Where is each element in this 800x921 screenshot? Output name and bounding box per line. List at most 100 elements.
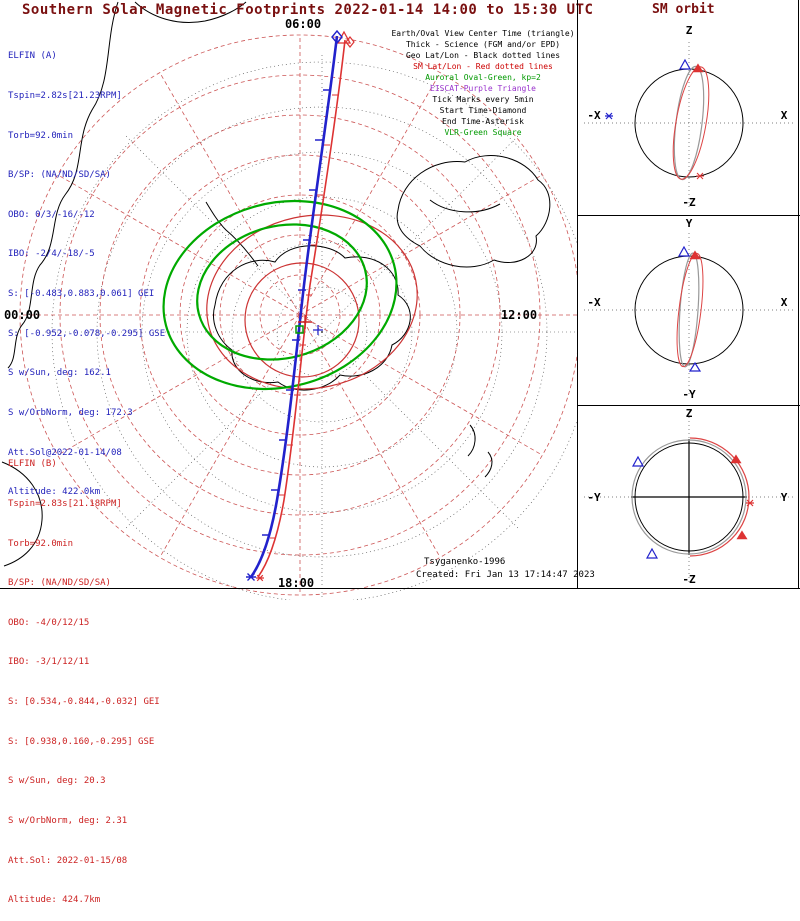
- legend-line: Tick Marks every 5min: [432, 95, 534, 104]
- created-label: Created: Fri Jan 13 17:14:47 2023: [416, 570, 595, 580]
- elfin-b-info-line: S w/Sun, deg: 20.3: [8, 776, 106, 787]
- blue-triangle-icon: [645, 547, 659, 559]
- elfin-a-track: [246, 29, 343, 581]
- axis-label-top: Z: [686, 407, 693, 420]
- elfin-a-info-line: S: [-0.483,0.883,0.061] GEI: [8, 289, 155, 300]
- axis-label-left: -Y: [587, 491, 601, 504]
- clock-label-bottom: 18:00: [278, 576, 314, 590]
- coastlines: [1, 1, 551, 567]
- elfin-a-info-line: Att.Sol@2022-01-14/08: [8, 447, 122, 458]
- elfin-b-end-asterisk-icon: [256, 574, 264, 582]
- elfin-b-info-line: IBO: -3/1/12/11: [8, 657, 90, 668]
- orbit-segment-red: [689, 437, 750, 557]
- clock-label-right: 12:00: [501, 308, 537, 322]
- red-arrow-icon: [692, 63, 704, 73]
- red-arrow-icon: [689, 250, 701, 260]
- elfin-a-info-line: Torb=92.0min: [8, 130, 74, 141]
- clock-label-top: 06:00: [285, 17, 321, 31]
- orbit-segment-red: [672, 66, 710, 180]
- panel-crosshair-solid: [631, 439, 747, 555]
- panel-crosshair-dotted: [584, 233, 794, 397]
- sm-pole-cross-icon: [298, 315, 312, 329]
- elfin-a-info-line: B/SP: (NA/ND/SD/SA): [8, 170, 111, 181]
- elfin-b-info: ELFIN (B) Tspin=2.83s[21.18RPM] Torb=92.…: [8, 432, 160, 921]
- red-arrow-icon: [730, 454, 742, 464]
- axis-label-bottom: -Z: [682, 196, 696, 209]
- auroral-oval: [162, 199, 398, 391]
- axis-label-right: Y: [781, 491, 788, 504]
- orbit-full-gray: [678, 252, 700, 368]
- elfin-b-info-line: B/SP: (NA/ND/SD/SA): [8, 578, 111, 589]
- elfin-a-info-line: Tspin=2.82s[21.23RPM]: [8, 91, 122, 102]
- orbit-panel-xz-plot: Z -Z -X X: [584, 24, 794, 209]
- vlr-green-square-icon: [295, 325, 304, 334]
- legend-line: Geo Lat/Lon - Black dotted lines: [405, 51, 561, 60]
- coast-bottom-left: [1, 461, 43, 567]
- axis-label-bottom: -Z: [682, 573, 696, 586]
- footprint-map: 06:00 12:00 18:00 00:00: [1, 1, 577, 600]
- geo-grid: [42, 52, 577, 600]
- elfin-b-tick-marks: [270, 94, 338, 539]
- legend-line: Earth/Oval View Center Time (triangle): [391, 29, 575, 38]
- axis-label-left: -X: [587, 296, 601, 309]
- legend-line: Start Time-Diamond: [439, 106, 527, 115]
- new-zealand-islands: [467, 424, 493, 478]
- red-asterisk-icon: [746, 499, 754, 507]
- elfin-a-end-asterisk-icon: [246, 573, 256, 581]
- elfin-b-info-line: Altitude: 424.7km: [8, 895, 101, 906]
- earth-circle: [634, 442, 744, 552]
- orbit-full-gray: [631, 439, 747, 555]
- right-border: [798, 0, 799, 589]
- bottom-border: [0, 588, 800, 589]
- axis-label-right: X: [781, 296, 788, 309]
- elfin-a-name: ELFIN (A): [8, 51, 57, 62]
- elfin-a-info-line: S: [-0.952,-0.078,-0.295] GSE: [8, 328, 166, 339]
- legend-line: Auroral Oval-Green, kp=2: [425, 73, 541, 82]
- map-legend: Earth/Oval View Center Time (triangle) T…: [390, 28, 576, 138]
- legend-line: SM Lat/Lon - Red dotted lines: [413, 62, 553, 71]
- auroral-oval-outer: [162, 199, 398, 391]
- elfin-a-footprint-path: [249, 35, 339, 578]
- axis-label-bottom: -Y: [682, 388, 696, 401]
- orbit-panel-xy-plot: Y -Y -X X: [584, 217, 794, 401]
- red-arrow-icon: [736, 530, 748, 540]
- elfin-a-tick-marks: [262, 89, 331, 536]
- elfin-a-info-line: S w/OrbNorm, deg: 172.3: [8, 407, 133, 418]
- orbit-panel-xz: Z -Z -X X: [578, 20, 800, 216]
- sm-orbit-title: SM orbit: [652, 2, 715, 17]
- sm-lat-solid-circles: [206, 214, 418, 390]
- australia-detail: [429, 199, 501, 213]
- orbit-segment-red: [676, 252, 704, 368]
- sm-grid: [19, 34, 577, 596]
- elfin-b-name: ELFIN (B): [8, 459, 57, 470]
- antarctica-outline: [213, 245, 411, 391]
- coast-top-left: [134, 1, 247, 23]
- legend-line: VLR-Green Square: [444, 128, 522, 137]
- legend-line: EISCAT-Purple Triangle: [430, 84, 536, 93]
- elfin-a-info-line: Altitude: 422.0km: [8, 487, 101, 498]
- auroral-oval-inner: [196, 223, 368, 361]
- blue-triangle-icon: [688, 361, 702, 372]
- orbit-panel-xy: Y -Y -X X: [578, 215, 800, 406]
- blue-triangle-icon: [631, 455, 645, 467]
- orbit-panel-yz-plot: Z -Z -Y Y: [584, 407, 794, 586]
- axis-label-top: Z: [686, 24, 693, 37]
- elfin-a-info-line: S w/Sun, deg: 162.1: [8, 368, 111, 379]
- antarctic-peninsula: [205, 201, 259, 267]
- elfin-b-info-line: Torb=92.0min: [8, 538, 74, 549]
- legend-line: Thick - Science (FGM and/or EPD): [405, 40, 561, 49]
- axis-label-top: Y: [686, 217, 693, 230]
- axis-label-left: -X: [587, 109, 601, 122]
- axis-label-right: X: [781, 109, 788, 122]
- geo-pole-cross-icon: [313, 325, 323, 335]
- elfin-a-info: ELFIN (A) Tspin=2.82s[21.23RPM] Torb=92.…: [8, 24, 165, 513]
- elfin-b-info-line: OBO: -4/0/12/15: [8, 617, 90, 628]
- elfin-b-start-diamond-icon: [345, 36, 355, 48]
- elfin-b-info-line: S w/OrbNorm, deg: 2.31: [8, 815, 128, 826]
- elfin-b-info-line: S: [0.938,0.160,-0.295] GSE: [8, 736, 155, 747]
- blue-triangle-icon: [677, 245, 691, 257]
- page-title: Southern Solar Magnetic Footprints 2022-…: [22, 2, 594, 18]
- model-label: Tsyganenko-1996: [424, 557, 506, 567]
- sm-orbit-column: Z -Z -X X Y -Y -X X: [577, 0, 800, 588]
- blue-triangle-icon: [678, 58, 692, 70]
